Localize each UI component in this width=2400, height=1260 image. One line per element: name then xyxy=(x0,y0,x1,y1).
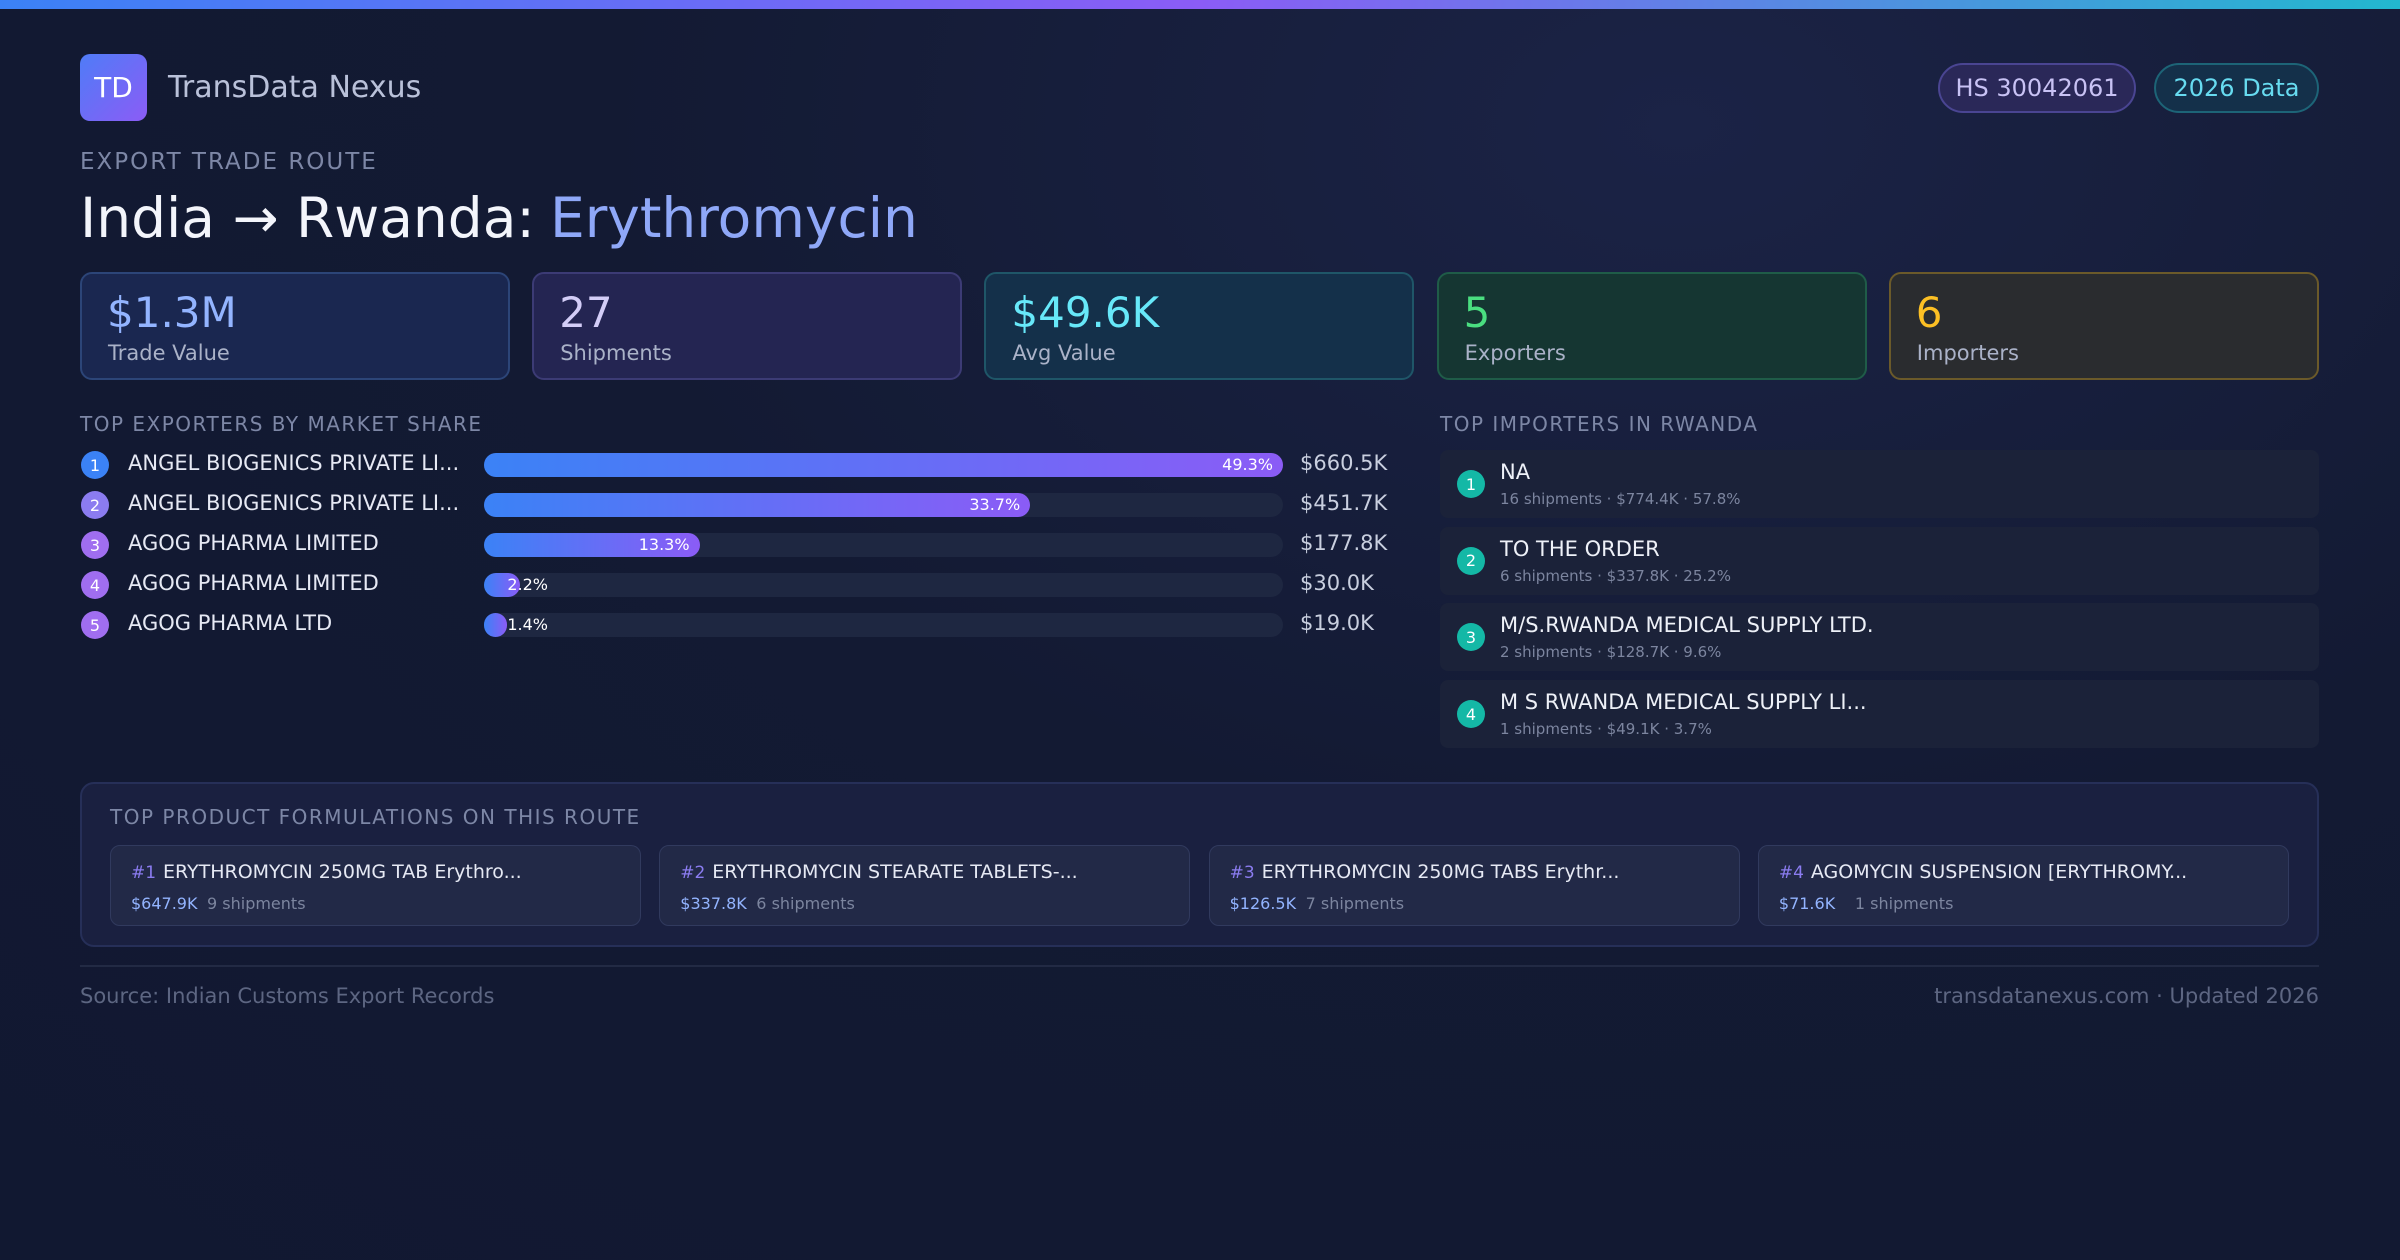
product-value: $126.5K xyxy=(1229,894,1297,913)
product-name: ERYTHROMYCIN 250MG TABS Erythr... xyxy=(1261,861,1620,883)
source: Source: Indian Customs Export Records xyxy=(80,984,495,1008)
product-rank: #3 xyxy=(1229,863,1255,883)
product-value: $71.6K xyxy=(1778,894,1836,913)
importer-card[interactable]: 3 M/S.RWANDA MEDICAL SUPPLY LTD. 2 shipmen… xyxy=(1440,603,2319,672)
export-value: $30.0K xyxy=(1300,571,1374,595)
product-rank: #1 xyxy=(131,863,157,883)
route: India → Rwanda: xyxy=(80,186,535,250)
share-bar xyxy=(484,453,1283,477)
rank-badge: 3 xyxy=(81,531,109,559)
importer-name: M S RWANDA MEDICAL SUPPLY LI... xyxy=(1500,690,1867,715)
kpi-value: $1.3M xyxy=(107,288,237,337)
exporter-name[interactable]: AGOG PHARMA LIMITED xyxy=(128,571,379,595)
rank-badge: 1 xyxy=(1457,470,1485,498)
importer-detail: 2 shipments · $128.7K · 9.6% xyxy=(1500,643,1722,662)
divider xyxy=(80,965,2319,967)
kpi-card: $1.3M Trade Value xyxy=(80,272,510,380)
kpi-card: $49.6K Avg Value xyxy=(984,272,1415,380)
share-bar xyxy=(484,613,507,637)
importer-detail: 6 shipments · $337.8K · 25.2% xyxy=(1500,566,1731,585)
share-bar xyxy=(484,573,520,597)
importer-detail: 16 shipments · $774.4K · 57.8% xyxy=(1500,490,1741,508)
product-card[interactable]: #4 AGOMYCIN SUSPENSION [ERYTHROMY... $71.6… xyxy=(1757,845,2289,926)
section-title: TOP IMPORTERS IN RWANDA xyxy=(1440,412,1759,436)
rank-badge: 4 xyxy=(81,571,109,599)
share-label: 2.2% xyxy=(507,575,548,594)
share-label: 49.3% xyxy=(1222,455,1273,474)
rank-badge: 4 xyxy=(1457,700,1485,729)
kpi-label: Exporters xyxy=(1464,341,1566,365)
product-value: $337.8K xyxy=(680,894,747,913)
product-card[interactable]: #2 ERYTHROMYCIN STEARATE TABLETS-... $337.… xyxy=(659,845,1191,926)
importer-name: M/S.RWANDA MEDICAL SUPPLY LTD. xyxy=(1500,613,1874,638)
product-card[interactable]: #3 ERYTHROMYCIN 250MG TABS Erythr... $126.… xyxy=(1208,845,1740,926)
kpi-label: Importers xyxy=(1916,341,2019,365)
product-shipments: 9 shipments xyxy=(207,894,306,913)
share-label: 1.4% xyxy=(507,615,548,634)
product-rank: #2 xyxy=(680,863,706,883)
product-name: ERYTHROMYCIN STEARATE TABLETS-... xyxy=(712,861,1078,883)
product: Erythromycin xyxy=(549,186,918,250)
eyebrow: EXPORT TRADE ROUTE xyxy=(80,149,378,175)
product-rank: #4 xyxy=(1778,863,1804,883)
rank-badge: 2 xyxy=(1457,546,1485,575)
kpi-label: Shipments xyxy=(560,341,672,365)
site[interactable]: transdatanexus.com · Updated 2026 xyxy=(1934,984,2319,1008)
kpi-value: 27 xyxy=(559,288,613,337)
kpi-card: 5 Exporters xyxy=(1436,272,1867,380)
export-value: $19.0K xyxy=(1300,611,1374,635)
top-accent xyxy=(0,0,2400,9)
share-label: 33.7% xyxy=(969,495,1021,514)
share-label: 13.3% xyxy=(638,535,690,554)
share-bar xyxy=(484,533,700,557)
section-title: TOP EXPORTERS BY MARKET SHARE xyxy=(80,412,483,436)
importer-card[interactable]: 4 M S RWANDA MEDICAL SUPPLY LI... 1 shipme… xyxy=(1440,680,2319,749)
kpi-card: 27 Shipments xyxy=(532,272,963,380)
logo[interactable]: TD xyxy=(80,54,147,121)
export-value: $451.7K xyxy=(1300,491,1388,515)
rank-badge: 2 xyxy=(81,491,109,519)
hs-badge[interactable]: HS 30042061 xyxy=(1938,63,2136,113)
page-title: India → Rwanda: Erythromycin xyxy=(80,186,918,250)
rank-badge: 3 xyxy=(1457,623,1485,652)
exporter-name[interactable]: ANGEL BIOGENICS PRIVATE LI... xyxy=(128,491,460,515)
brand[interactable]: TransData Nexus xyxy=(168,70,422,105)
kpi-value: 6 xyxy=(1915,288,1943,337)
product-shipments: 7 shipments xyxy=(1305,894,1405,913)
importer-card[interactable]: 1 NA 16 shipments · $774.4K · 57.8% xyxy=(1440,450,2319,518)
product-value: $647.9K xyxy=(131,894,198,913)
exporter-name[interactable]: AGOG PHARMA LIMITED xyxy=(128,531,379,555)
importer-name: TO THE ORDER xyxy=(1500,536,1660,561)
kpi-value: $49.6K xyxy=(1011,288,1160,337)
bar-track xyxy=(484,573,1283,597)
kpi-label: Trade Value xyxy=(108,341,230,365)
product-card[interactable]: #1 ERYTHROMYCIN 250MG TAB Erythro... $647.… xyxy=(110,845,641,926)
product-shipments: 1 shipments xyxy=(1854,894,1954,913)
section-title: TOP PRODUCT FORMULATIONS ON THIS ROUTE xyxy=(110,805,641,829)
product-name: ERYTHROMYCIN 250MG TAB Erythro... xyxy=(163,861,522,883)
exporter-name[interactable]: ANGEL BIOGENICS PRIVATE LI... xyxy=(128,451,460,475)
share-bar xyxy=(484,493,1031,517)
product-name: AGOMYCIN SUSPENSION [ERYTHROMY... xyxy=(1810,861,2188,883)
kpi-value: 5 xyxy=(1463,288,1491,337)
bar-track xyxy=(484,613,1283,637)
exporter-name[interactable]: AGOG PHARMA LTD xyxy=(128,611,333,635)
export-value: $660.5K xyxy=(1300,451,1388,475)
importer-name: NA xyxy=(1500,460,1531,484)
rank-badge: 5 xyxy=(81,611,109,639)
export-value: $177.8K xyxy=(1300,531,1388,555)
rank-badge: 1 xyxy=(81,451,109,479)
kpi-label: Avg Value xyxy=(1012,341,1116,365)
year-badge[interactable]: 2026 Data xyxy=(2154,63,2319,113)
importer-card[interactable]: 2 TO THE ORDER 6 shipments · $337.8K · 25.… xyxy=(1440,526,2319,595)
kpi-card: 6 Importers xyxy=(1888,272,2319,380)
product-shipments: 6 shipments xyxy=(756,894,855,913)
importer-detail: 1 shipments · $49.1K · 3.7% xyxy=(1500,720,1712,739)
